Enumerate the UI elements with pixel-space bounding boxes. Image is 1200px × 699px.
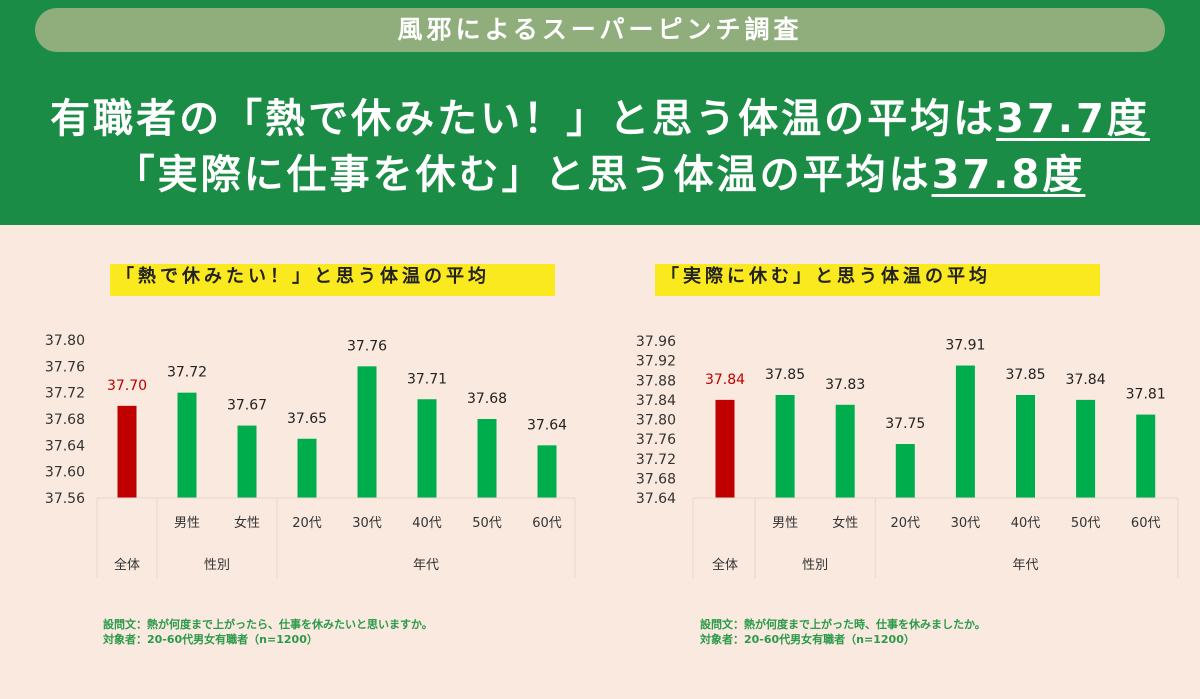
data-label: 37.81 — [1126, 387, 1166, 403]
x-tick-label: 女性 — [234, 515, 260, 531]
group-label: 年代 — [1012, 558, 1038, 573]
bar-男性 — [177, 392, 197, 498]
x-tick-label: 30代 — [352, 516, 382, 531]
bar-男性 — [775, 394, 795, 498]
bar-30代 — [955, 365, 975, 498]
x-tick-label: 男性 — [772, 516, 798, 531]
survey-banner: 風邪によるスーパーピンチ調査 — [35, 8, 1165, 52]
bar-50代 — [1076, 399, 1096, 498]
y-tick-label: 37.84 — [636, 393, 676, 409]
y-tick-label: 37.72 — [636, 452, 676, 468]
headline-line-1: 有職者の「熱で休みたい！」と思う体温の平均は37.7度 — [0, 86, 1200, 144]
y-tick-label: 37.60 — [45, 465, 85, 481]
x-tick-label: 60代 — [1131, 516, 1161, 531]
data-label: 37.65 — [287, 411, 327, 427]
chart-1-title: 「熱で休みたい！」と思う体温の平均 — [110, 264, 555, 296]
bar-40代 — [1016, 394, 1035, 498]
y-tick-label: 37.64 — [636, 491, 676, 507]
x-tick-label: 20代 — [292, 516, 322, 531]
bar-40代 — [417, 399, 437, 498]
x-tick-label: 女性 — [832, 515, 858, 531]
data-label: 37.84 — [705, 372, 745, 388]
y-tick-label: 37.96 — [636, 334, 676, 350]
data-label: 37.67 — [227, 398, 267, 414]
chart-1-question: 設問文：熱が何度まで上がったら、仕事を休みたいと思いますか。 — [103, 618, 433, 631]
bar-30代 — [357, 366, 377, 498]
group-label: 年代 — [413, 558, 439, 573]
data-label: 37.68 — [467, 391, 507, 407]
data-label: 37.76 — [347, 338, 387, 354]
y-tick-label: 37.92 — [636, 354, 676, 370]
x-tick-label: 30代 — [951, 516, 981, 531]
bar-全体 — [715, 399, 735, 498]
y-tick-label: 37.68 — [45, 412, 85, 428]
y-tick-label: 37.64 — [45, 438, 85, 454]
data-label: 37.91 — [945, 338, 985, 354]
bar-女性 — [237, 425, 257, 498]
chart-2-target: 対象者：20-60代男女有職者（n=1200） — [700, 633, 915, 646]
data-label: 37.70 — [107, 378, 147, 394]
group-label: 全体 — [712, 557, 738, 573]
header-band: 風邪によるスーパーピンチ調査 有職者の「熱で休みたい！」と思う体温の平均は37.… — [0, 0, 1200, 225]
data-label: 37.85 — [1005, 367, 1045, 383]
x-tick-label: 20代 — [891, 516, 921, 531]
x-tick-label: 男性 — [174, 516, 200, 531]
data-label: 37.84 — [1066, 372, 1106, 388]
chart-1-notes: 設問文：熱が何度まで上がったら、仕事を休みたいと思いますか。 対象者：20-60… — [103, 617, 433, 647]
headline-2-value: 37.8度 — [931, 152, 1086, 198]
x-tick-label: 40代 — [412, 516, 442, 531]
headline-line-2: 「実際に仕事を休む」と思う体温の平均は37.8度 — [0, 142, 1200, 200]
y-tick-label: 37.72 — [45, 386, 85, 402]
y-tick-label: 37.68 — [636, 471, 676, 487]
headline-1-value: 37.7度 — [996, 96, 1150, 142]
y-tick-label: 37.76 — [636, 432, 676, 448]
data-label: 37.75 — [885, 416, 925, 432]
group-label: 性別 — [802, 558, 828, 573]
y-tick-label: 37.80 — [45, 333, 85, 349]
data-label: 37.85 — [765, 367, 805, 383]
chart-2-title: 「実際に休む」と思う体温の平均 — [655, 264, 1100, 296]
bar-全体 — [117, 405, 137, 498]
headline-1-text: 有職者の「熱で休みたい！」と思う体温の平均は — [50, 96, 997, 142]
bar-60代 — [1136, 414, 1156, 498]
bar-20代 — [297, 438, 317, 498]
headline-2-text: 「実際に仕事を休む」と思う体温の平均は — [114, 152, 932, 198]
x-tick-label: 40代 — [1011, 516, 1041, 531]
group-label: 性別 — [204, 558, 230, 573]
bar-60代 — [537, 445, 557, 498]
chart-2-notes: 設問文：熱が何度まで上がった時、仕事を休みましたか。 対象者：20-60代男女有… — [700, 617, 986, 647]
bar-20代 — [895, 444, 915, 498]
y-tick-label: 37.76 — [45, 359, 85, 375]
chart-1-target: 対象者：20-60代男女有職者（n=1200） — [103, 633, 318, 646]
data-label: 37.72 — [167, 365, 207, 381]
data-label: 37.64 — [527, 417, 567, 433]
group-label: 全体 — [114, 557, 140, 573]
y-tick-label: 37.56 — [45, 491, 85, 507]
chart-2-question: 設問文：熱が何度まで上がった時、仕事を休みましたか。 — [700, 618, 986, 631]
data-label: 37.83 — [825, 377, 865, 393]
data-label: 37.71 — [407, 371, 447, 387]
bar-50代 — [477, 419, 497, 498]
x-tick-label: 50代 — [1071, 516, 1101, 531]
x-tick-label: 50代 — [472, 516, 502, 531]
bar-女性 — [835, 404, 855, 498]
y-tick-label: 37.88 — [636, 373, 676, 389]
y-tick-label: 37.80 — [636, 413, 676, 429]
x-tick-label: 60代 — [532, 516, 562, 531]
